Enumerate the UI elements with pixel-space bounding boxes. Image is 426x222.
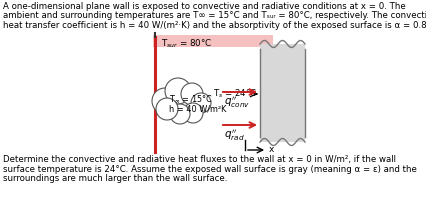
- Text: $q^{\prime\prime}_{conv}$: $q^{\prime\prime}_{conv}$: [224, 95, 250, 110]
- Text: surroundings are much larger than the wall surface.: surroundings are much larger than the wa…: [3, 174, 227, 183]
- Circle shape: [183, 103, 203, 123]
- Circle shape: [181, 83, 203, 105]
- Text: T$_\infty$ = 15°C: T$_\infty$ = 15°C: [169, 93, 213, 105]
- Text: ambient and surrounding temperatures are T∞ = 15°C and Tₛᵤᵣ = 80°C, respectively: ambient and surrounding temperatures are…: [3, 12, 426, 20]
- Text: A one-dimensional plane wall is exposed to convective and radiative conditions a: A one-dimensional plane wall is exposed …: [3, 2, 406, 11]
- Text: Determine the convective and radiative heat fluxes to the wall at x = 0 in W/m²,: Determine the convective and radiative h…: [3, 155, 396, 164]
- Text: T$_s$ = 24°C: T$_s$ = 24°C: [213, 88, 257, 100]
- Text: T$_{sur}$ = 80°C: T$_{sur}$ = 80°C: [161, 38, 212, 50]
- Text: x: x: [269, 145, 274, 155]
- Circle shape: [191, 93, 211, 113]
- Circle shape: [156, 98, 178, 120]
- Text: h = 40 W/m²K: h = 40 W/m²K: [169, 105, 226, 113]
- Bar: [153, 35, 273, 47]
- Circle shape: [170, 104, 190, 124]
- Text: $q^{\prime\prime}_{rad}$: $q^{\prime\prime}_{rad}$: [224, 128, 245, 143]
- Circle shape: [165, 78, 191, 104]
- Text: heat transfer coefficient is h = 40 W/(m²·K) and the absorptivity of the exposed: heat transfer coefficient is h = 40 W/(m…: [3, 21, 426, 30]
- Bar: [260, 44, 305, 142]
- Text: surface temperature is 24°C. Assume the exposed wall surface is gray (meaning α : surface temperature is 24°C. Assume the …: [3, 165, 417, 174]
- Circle shape: [152, 88, 178, 114]
